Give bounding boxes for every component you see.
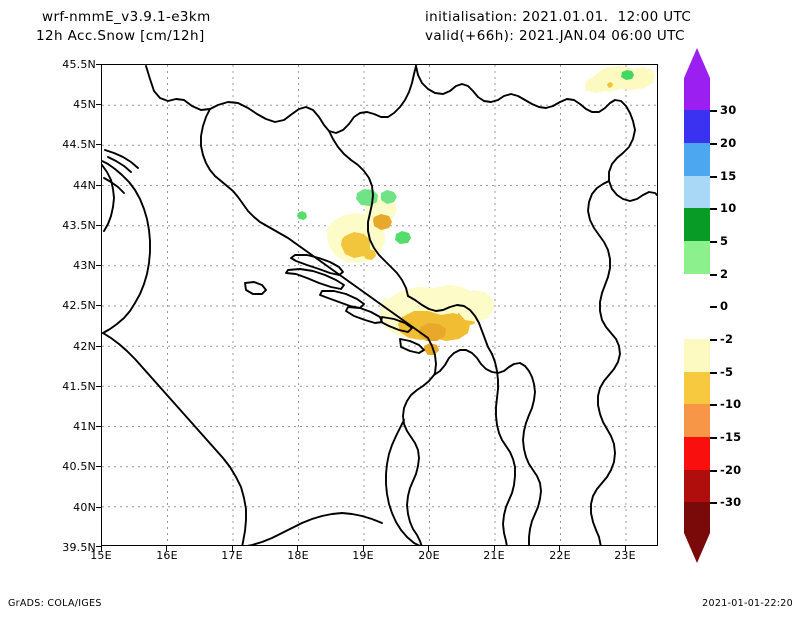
- map-coastlines-and-borders: [102, 65, 657, 545]
- snow-patch-drina-gold-c: [363, 249, 376, 260]
- xtick-16E: 16E: [156, 549, 178, 562]
- colorbar[interactable]: 30 20 15 10 5 2 0 -2 -5 -10 -15 -20 -30: [684, 48, 741, 563]
- map-canvas: [102, 65, 657, 545]
- ytick-41N: 41N: [73, 420, 96, 433]
- snow-patch-montenegro-gold-d: [424, 343, 439, 355]
- ytick-44N: 44N: [73, 179, 96, 192]
- colorbar-band-below-neg30[interactable]: [684, 502, 710, 533]
- snow-patch-drina-gold-b: [373, 214, 392, 230]
- ytick-45N: 45N: [73, 98, 96, 111]
- producer-credit: GrADS: COLA/IGES: [8, 598, 102, 609]
- xtick-20E: 20E: [418, 549, 440, 562]
- colorbar-band-neg30-neg20[interactable]: [684, 470, 710, 502]
- snow-patch-ne-pale2: [585, 76, 609, 93]
- colorbar-band-5-10[interactable]: [684, 208, 710, 241]
- xtick-22E: 22E: [549, 549, 571, 562]
- colorbar-band-neg15-neg10[interactable]: [684, 404, 710, 437]
- colorbar-band-neg10-neg5[interactable]: [684, 372, 710, 404]
- ytick-39.5N: 39.5N: [62, 541, 96, 554]
- snow-shading-layer: [297, 66, 655, 355]
- colorbar-band-20-30[interactable]: [684, 110, 710, 143]
- header: wrf-nmmE_v3.9.1-e3km 12h Acc.Snow [cm/12…: [0, 0, 800, 56]
- colorbar-label-neg20: -20: [720, 463, 742, 477]
- colorbar-band-neg20-neg15[interactable]: [684, 437, 710, 470]
- colorbar-label-neg2: -2: [720, 332, 734, 346]
- colorbar-label-20: 20: [720, 136, 737, 150]
- xtick-18E: 18E: [287, 549, 309, 562]
- snow-patch-bosnia-green-a: [297, 211, 307, 220]
- field-name-label: 12h Acc.Snow [cm/12h]: [36, 28, 205, 44]
- xtick-23E: 23E: [614, 549, 636, 562]
- colorbar-band-above-30[interactable]: [684, 78, 710, 110]
- snow-patch-drina-green-b: [381, 190, 397, 204]
- ytick-43N: 43N: [73, 259, 96, 272]
- ytick-43.5N: 43.5N: [62, 219, 96, 232]
- ytick-40N: 40N: [73, 501, 96, 514]
- snow-patch-ne-gold: [607, 82, 613, 88]
- colorbar-band-2-5[interactable]: [684, 241, 710, 274]
- colorbar-label-30: 30: [720, 103, 737, 117]
- colorbar-label-10: 10: [720, 201, 737, 215]
- map-plot-area[interactable]: [101, 64, 658, 546]
- xtick-21E: 21E: [483, 549, 505, 562]
- map-gridlines: [102, 65, 657, 545]
- render-timestamp: 2021-01-01-22:20: [702, 598, 793, 609]
- snow-patch-drina-gold-a: [341, 232, 370, 258]
- colorbar-band-0-2[interactable]: [684, 274, 710, 306]
- xtick-17E: 17E: [221, 549, 243, 562]
- ytick-42.5N: 42.5N: [62, 299, 96, 312]
- colorbar-label-15: 15: [720, 169, 737, 183]
- colorbar-band-10-15[interactable]: [684, 176, 710, 208]
- snow-patch-montenegro-pale-tail: [458, 290, 494, 322]
- colorbar-label-5: 5: [720, 234, 729, 248]
- initialisation-label: initialisation: 2021.01.01. 12:00 UTC: [425, 9, 692, 25]
- snow-patch-drina-green-c: [395, 231, 411, 244]
- colorbar-label-0: 0: [720, 299, 729, 313]
- colorbar-label-neg15: -15: [720, 430, 742, 444]
- ytick-41.5N: 41.5N: [62, 380, 96, 393]
- colorbar-band-neg2-0[interactable]: [684, 306, 710, 339]
- xtick-19E: 19E: [352, 549, 374, 562]
- colorbar-label-neg30: -30: [720, 495, 742, 509]
- xtick-15E: 15E: [90, 549, 112, 562]
- model-name-label: wrf-nmmE_v3.9.1-e3km: [42, 9, 211, 25]
- ytick-45.5N: 45.5N: [62, 58, 96, 71]
- snow-patch-ne-green: [621, 70, 634, 80]
- ytick-42N: 42N: [73, 340, 96, 353]
- header-left-block: wrf-nmmE_v3.9.1-e3km 12h Acc.Snow [cm/12…: [36, 8, 211, 46]
- colorbar-label-neg5: -5: [720, 365, 734, 379]
- colorbar-label-neg10: -10: [720, 397, 742, 411]
- ytick-44.5N: 44.5N: [62, 138, 96, 151]
- colorbar-cap-bottom: [684, 533, 710, 563]
- valid-time-label: valid(+66h): 2021.JAN.04 06:00 UTC: [425, 28, 685, 44]
- ytick-40.5N: 40.5N: [62, 460, 96, 473]
- colorbar-band-15-20[interactable]: [684, 143, 710, 176]
- colorbar-label-2: 2: [720, 267, 729, 281]
- colorbar-band-neg5-neg2[interactable]: [684, 339, 710, 372]
- header-right-block: initialisation: 2021.01.01. 12:00 UTC va…: [425, 8, 691, 46]
